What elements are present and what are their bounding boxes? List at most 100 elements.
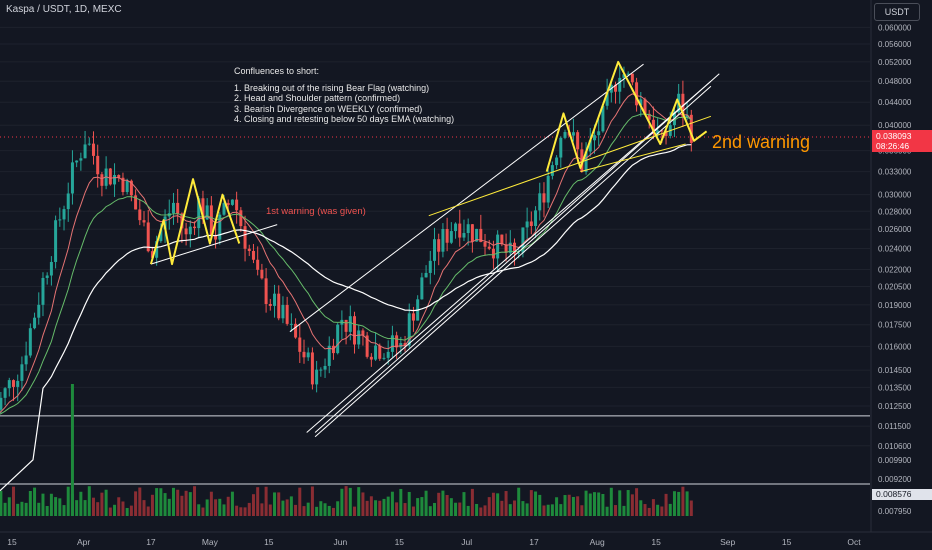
volume-bar (16, 503, 20, 516)
candle-body (214, 235, 218, 240)
volume-bar (365, 500, 369, 516)
volume-bar (281, 500, 285, 516)
x-tick-label: 15 (395, 537, 405, 547)
volume-bar (374, 500, 378, 516)
candle-body (256, 259, 260, 270)
candle-body (395, 335, 399, 348)
volume-bar (449, 498, 453, 516)
volume-bar (420, 497, 424, 516)
candle-body (315, 369, 319, 385)
volume-bar (214, 499, 218, 516)
volume-bar (218, 498, 222, 516)
candle-body (550, 165, 554, 176)
price-axis: 0.060000 0.056000 0.052000 0.048000 0.044000… (870, 0, 912, 532)
candle-body (357, 330, 361, 345)
volume-bar (45, 506, 49, 516)
volume-bar (66, 486, 70, 516)
volume-bar (222, 504, 226, 516)
x-tick-label: 15 (7, 537, 17, 547)
candle-body (517, 252, 521, 254)
y-tick-label: 0.022000 (878, 266, 912, 275)
volume-bar (618, 490, 622, 516)
volume-bar (538, 494, 542, 516)
volume-bar (0, 490, 3, 516)
first-warning-label: 1st warning (was given) (266, 206, 366, 217)
x-tick-label: Jul (461, 537, 472, 547)
y-tick-label: 0.013500 (878, 383, 912, 392)
volume-bar (344, 486, 348, 516)
volume-bar (235, 505, 239, 516)
volume-bar (264, 486, 268, 516)
y-tick-label: 0.048000 (878, 77, 912, 86)
time-axis: 15 Apr 17 May 15 Jun 15 Jul 17 Aug 15 Sep 15 Oct (0, 531, 932, 547)
candle-body (247, 248, 251, 251)
currency-button[interactable]: USDT (874, 3, 920, 21)
candle-body (117, 175, 121, 178)
candle-body (437, 239, 441, 252)
candle-body (289, 323, 293, 325)
volume-bar (454, 502, 458, 516)
volume-bar (601, 493, 605, 516)
volume-bar (176, 489, 180, 516)
candle-body (689, 114, 693, 143)
candle-body (45, 275, 49, 278)
ema-short-line (0, 93, 692, 414)
candle-body (310, 352, 314, 385)
candle-body (601, 105, 605, 132)
current-price: 0.038093 (876, 131, 912, 141)
volume-bar (129, 505, 133, 516)
volume-bar (382, 498, 386, 516)
candle-body (70, 162, 74, 194)
second-warning-label: 2nd warning (712, 132, 811, 152)
volume-bar (315, 506, 319, 516)
candle-body (33, 317, 37, 329)
volume-bar (441, 490, 445, 516)
x-tick-label: Sep (720, 537, 735, 547)
candle-body (374, 345, 378, 360)
volume-bar (323, 503, 327, 516)
volume-bar (193, 486, 197, 516)
volume-bar (201, 507, 205, 516)
volume-bar (256, 487, 260, 516)
candle-body (121, 177, 125, 193)
volume-bar (289, 496, 293, 516)
candle-body (584, 151, 588, 172)
volume-bar (656, 504, 660, 516)
channel-lower-line-2 (314, 85, 712, 438)
volume-bar (664, 493, 668, 516)
candle-body (643, 99, 647, 114)
candle-body (390, 335, 394, 352)
candle-body (534, 210, 538, 227)
volume-bar (386, 496, 390, 516)
volume-bar (521, 501, 525, 516)
y-tick-label: 0.052000 (878, 58, 912, 67)
candle-body (449, 231, 453, 243)
candle-body (647, 113, 651, 120)
volume-bar (630, 494, 634, 516)
volume-bar (437, 492, 441, 516)
candle-body (344, 319, 348, 332)
volume-bar (534, 491, 538, 516)
volume-bar (626, 490, 630, 516)
volume-bar (58, 498, 62, 516)
candle-body (159, 229, 163, 242)
candle-body (445, 229, 449, 243)
volume-bar (184, 490, 188, 516)
y-tick-label: 0.014500 (878, 366, 912, 375)
volume-bar (294, 504, 298, 516)
volume-bar (49, 493, 53, 516)
head-shoulders-pattern-1 (149, 178, 241, 266)
candle-body (411, 313, 415, 321)
y-tick-label: 0.009900 (878, 456, 912, 465)
volume-bar (407, 491, 411, 516)
candle-body (239, 210, 243, 227)
note-line: 3. Bearish Divergence on WEEKLY (confirm… (234, 103, 423, 114)
volume-bar (500, 500, 504, 516)
volume-bar (399, 488, 403, 516)
candle-body (571, 132, 575, 136)
candle-body (365, 335, 369, 357)
volume-bar (260, 503, 264, 516)
candle-body (16, 380, 20, 387)
candle-body (508, 242, 512, 253)
